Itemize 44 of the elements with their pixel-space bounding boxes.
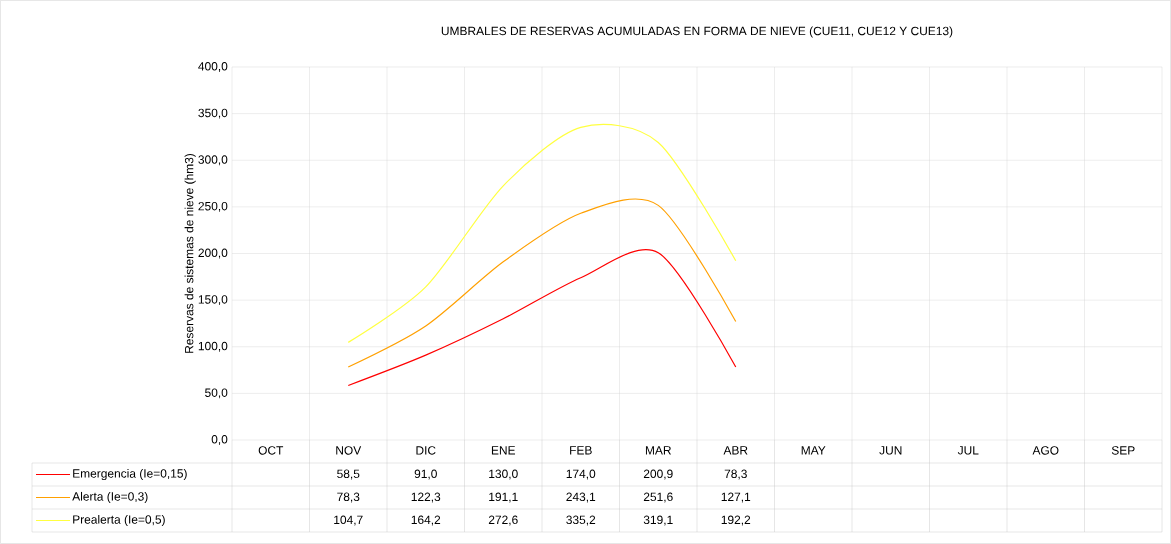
legend-label: Prealerta (Ie=0,5) — [73, 514, 165, 527]
y-tick-label: 150,0 — [198, 295, 228, 306]
data-label: 192,2 — [721, 515, 751, 526]
data-label: 251,6 — [643, 492, 673, 503]
data-label: 164,2 — [411, 515, 441, 526]
y-tick-label: 200,0 — [198, 248, 228, 259]
data-label: 130,0 — [489, 469, 518, 480]
y-tick-label: 400,0 — [198, 62, 228, 72]
x-tick-label: MAR — [645, 446, 671, 455]
data-label: 272,6 — [488, 515, 518, 526]
x-tick-label: DIC — [416, 446, 436, 455]
x-tick-label: SEP — [1111, 446, 1135, 455]
x-tick-label: ABR — [723, 446, 748, 455]
y-tick-label: 0,0 — [211, 435, 228, 445]
y-tick-label: 250,0 — [198, 201, 228, 212]
data-label: 243,1 — [566, 492, 596, 503]
data-label: 58,5 — [337, 469, 360, 480]
x-tick-label: ENE — [491, 446, 516, 455]
y-tick-label: 300,0 — [198, 155, 228, 166]
legend-label: Emergencia (Ie=0,15) — [73, 468, 187, 481]
x-tick-label: JUL — [957, 446, 979, 455]
data-label: 335,2 — [566, 515, 596, 526]
data-label: 191,1 — [489, 492, 518, 503]
y-tick-label: 350,0 — [198, 108, 228, 119]
data-label: 78,3 — [724, 469, 747, 480]
data-label: 319,1 — [643, 515, 673, 526]
x-tick-label: MAY — [801, 446, 826, 455]
y-axis-title: Reservas de sistemas de nieve (hm3) — [184, 153, 196, 353]
x-tick-label: FEB — [570, 446, 592, 455]
data-label: 91,0 — [414, 469, 437, 480]
y-tick-label: 50,0 — [205, 388, 228, 399]
y-tick-label: 100,0 — [198, 341, 228, 352]
data-label: 200,9 — [643, 469, 673, 480]
data-label: 78,3 — [337, 492, 360, 503]
x-tick-label: NOV — [336, 446, 362, 455]
legend-label: Alerta (Ie=0,3) — [72, 491, 148, 504]
data-label: 127,1 — [721, 492, 751, 503]
chart-title: UMBRALES DE RESERVAS ACUMULADAS EN FORMA DE NIEVE (CUE11, CUE12 Y CUE13) — [441, 26, 953, 38]
data-label: 174,0 — [566, 469, 596, 480]
x-tick-label: JUN — [879, 446, 902, 455]
data-label: 104,7 — [334, 515, 363, 526]
x-tick-label: OCT — [258, 446, 284, 455]
data-label: 122,3 — [411, 492, 441, 503]
x-tick-label: AGO — [1032, 446, 1059, 455]
